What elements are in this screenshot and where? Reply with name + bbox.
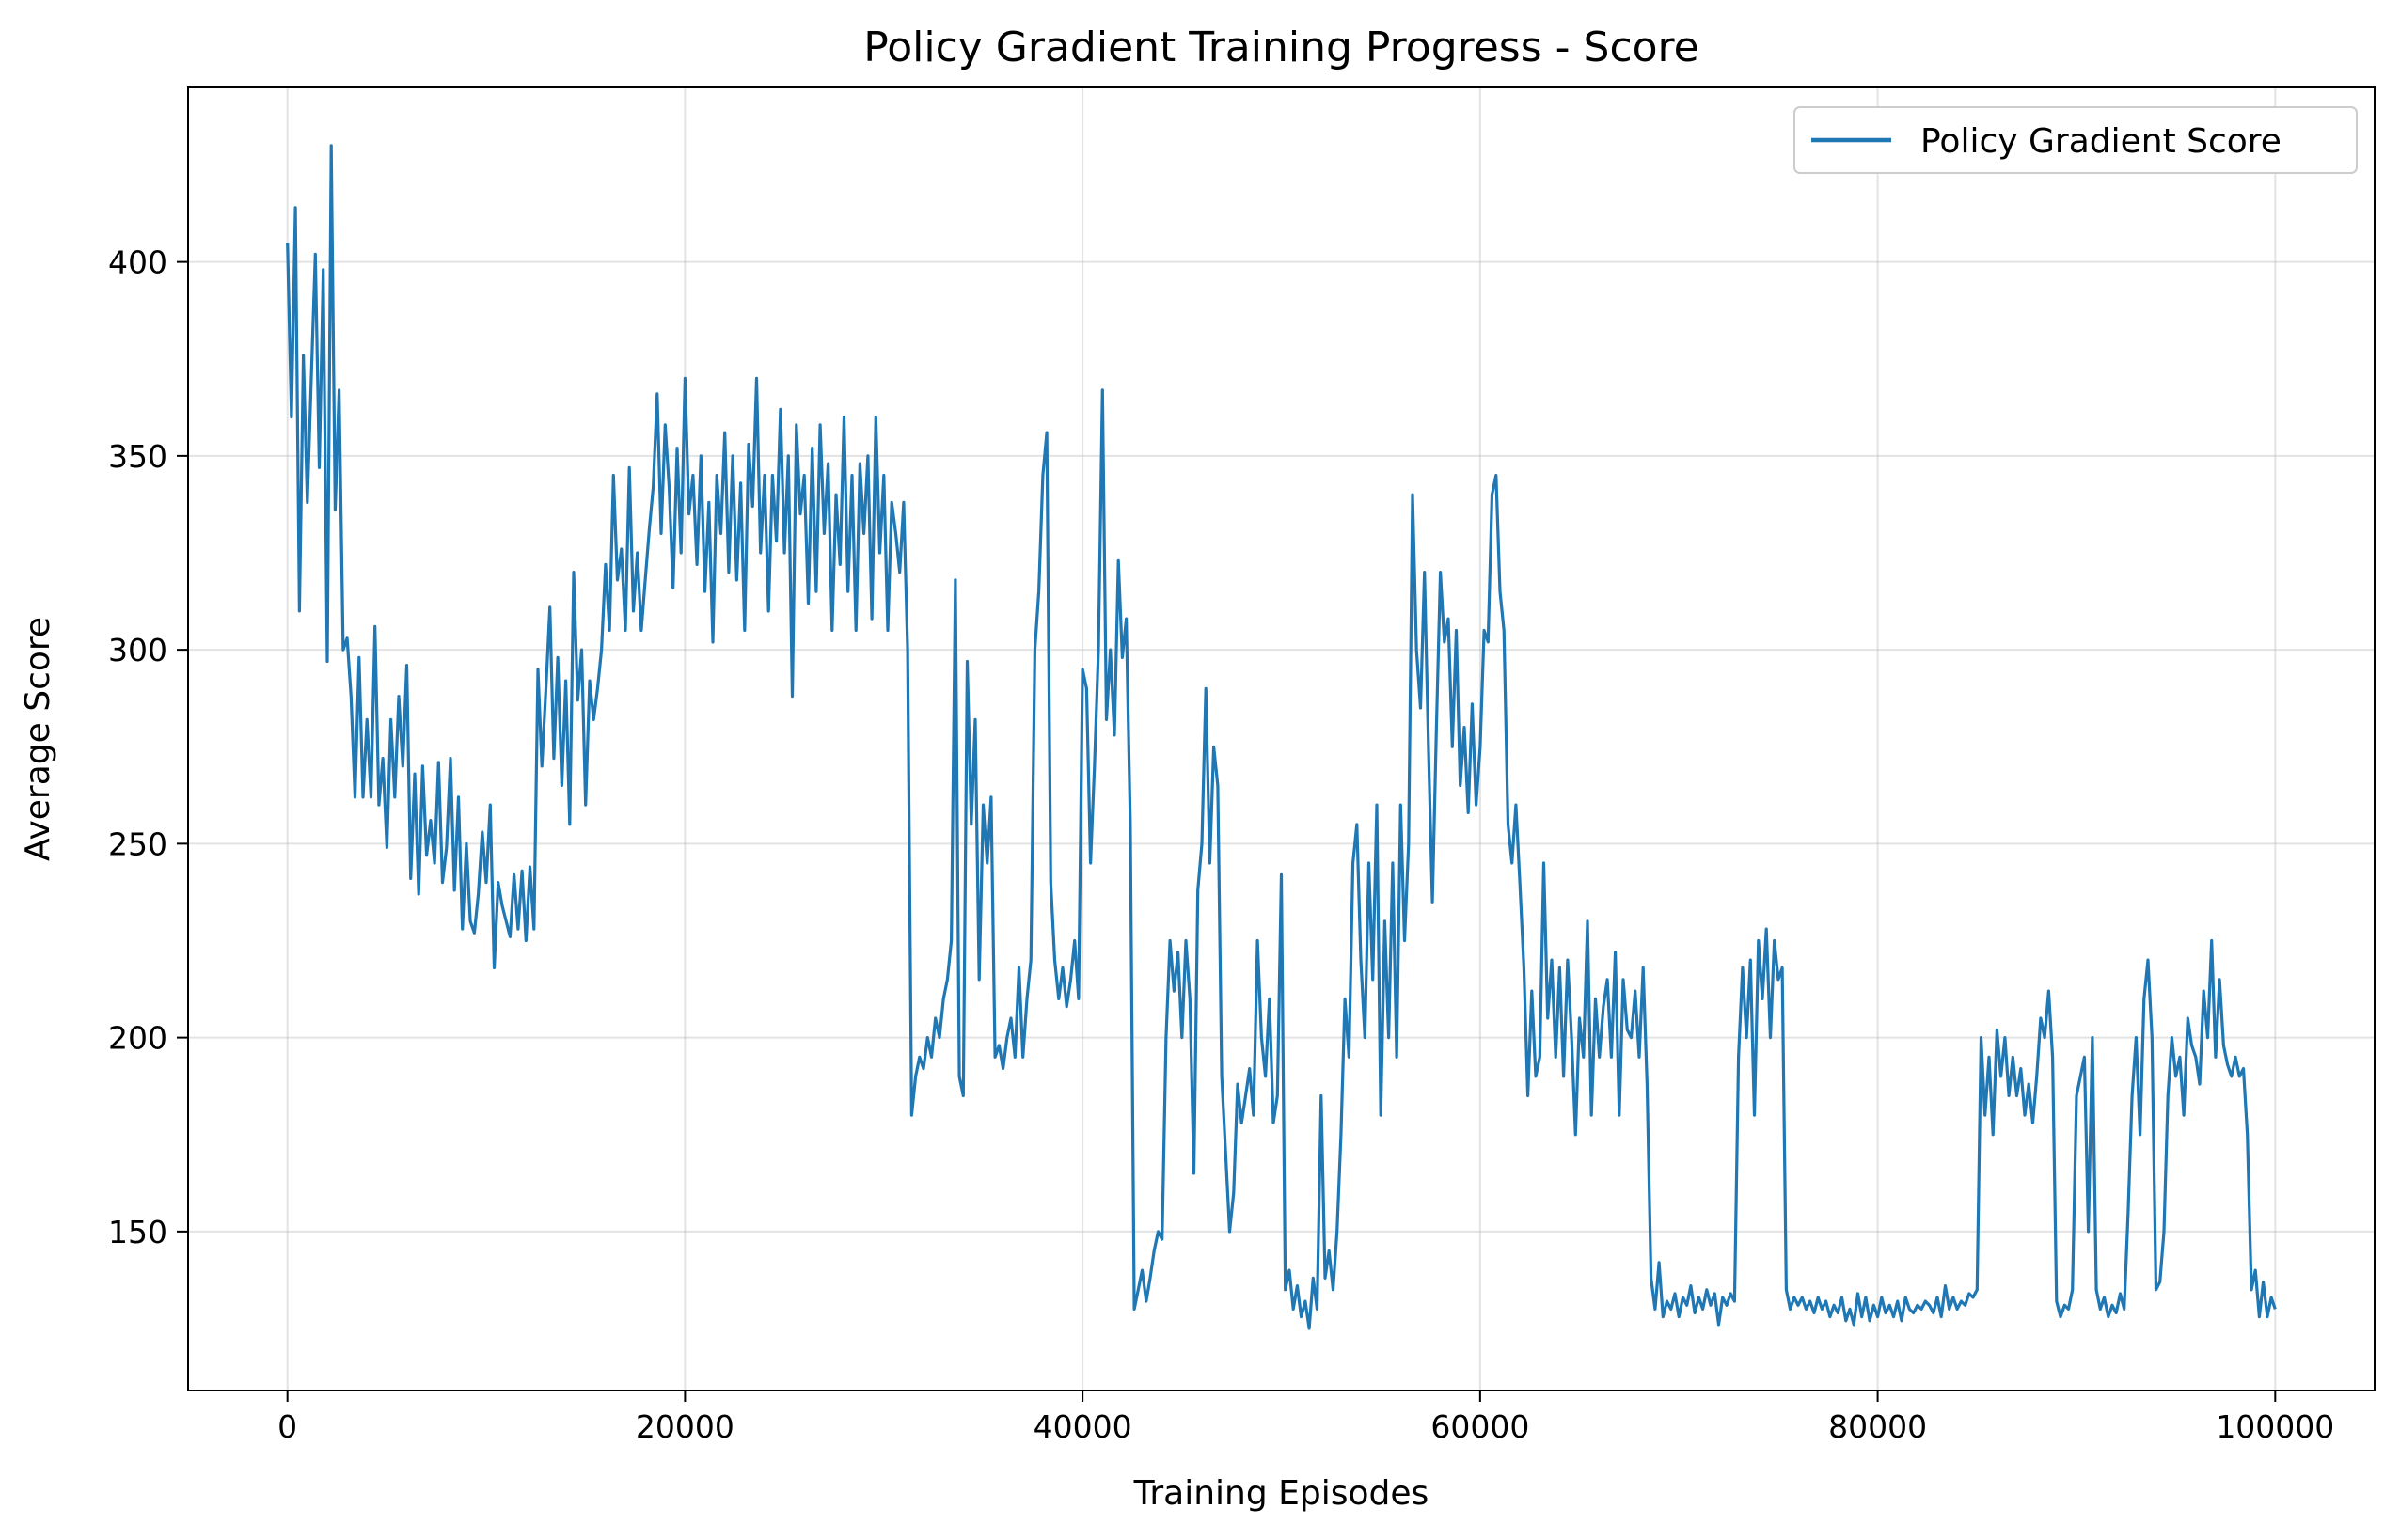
series-layer [286, 144, 2277, 1330]
plot-area-frame [187, 86, 2376, 1391]
axis-ticks: 0 20000 40000 60000 80000 100000 150 200 250 300 3… [108, 244, 2334, 1445]
x-axis-label: Training Episodes [1133, 1474, 1429, 1513]
x-tick-label: 40000 [1034, 1408, 1132, 1445]
x-tick-label: 80000 [1828, 1408, 1927, 1445]
y-tick-label: 300 [108, 632, 167, 668]
grid [188, 87, 2375, 1391]
y-tick-label: 150 [108, 1214, 167, 1250]
legend-box [1793, 106, 2358, 174]
y-axis-label: Average Score [19, 617, 57, 861]
legend: Policy Gradient Score [1793, 106, 2358, 174]
x-tick-label: 20000 [636, 1408, 734, 1445]
y-tick-label: 250 [108, 825, 167, 862]
y-tick-label: 400 [108, 244, 167, 281]
legend-entry-policy-gradient-score: Policy Gradient Score [1920, 122, 2282, 161]
chart-title: Policy Gradient Training Progress - Scor… [863, 24, 1699, 71]
y-tick-label: 350 [108, 438, 167, 475]
x-tick-label: 60000 [1430, 1408, 1529, 1445]
y-tick-label: 200 [108, 1020, 167, 1057]
x-tick-label: 100000 [2216, 1408, 2334, 1445]
x-tick-label: 0 [277, 1408, 297, 1445]
series-line-policy-gradient-score [286, 144, 2277, 1330]
